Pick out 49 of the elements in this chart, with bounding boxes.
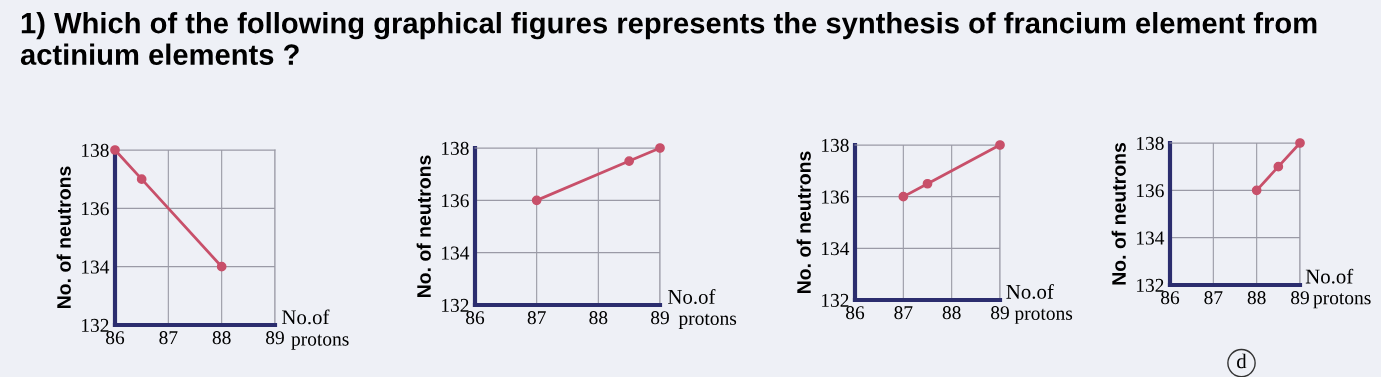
point	[1295, 138, 1305, 148]
x-tick-label: 88	[212, 331, 231, 345]
y-axis-title: No. of neutrons	[56, 166, 71, 309]
y-axis-title: No. of neutrons	[416, 155, 431, 298]
y-tick-label: 134	[81, 260, 110, 274]
x-tick-label: 86	[846, 306, 865, 320]
y-tick-label: 136	[81, 202, 109, 216]
x-tick-label: 87	[527, 311, 546, 325]
x-tick-label: 87	[159, 331, 178, 345]
y-tick-label: 132	[81, 318, 109, 332]
y-tick-label: 138	[81, 143, 109, 157]
x-tick-label: 88	[942, 306, 961, 320]
y-tick-label: 134	[1136, 231, 1165, 245]
x-tick-label: 88	[1247, 291, 1266, 305]
y-tick-label: 138	[821, 138, 849, 152]
x-tick-label: 86	[466, 311, 485, 325]
point	[624, 156, 635, 166]
point	[655, 143, 665, 153]
y-tick-label: 134	[441, 246, 470, 260]
x-tick-label: 87	[894, 306, 913, 320]
point	[136, 174, 147, 185]
point	[1251, 185, 1262, 196]
x-tick-label: 87	[1204, 291, 1223, 305]
x-tick-label: 86	[106, 331, 125, 345]
y-tick-label: 134	[821, 242, 850, 256]
text: d	[1237, 353, 1247, 369]
point	[110, 145, 120, 155]
y-tick-label: 132	[441, 298, 469, 312]
y-tick-label: 138	[1136, 136, 1164, 150]
point	[995, 140, 1005, 150]
x-tick-label: 89	[266, 331, 284, 345]
point	[1273, 161, 1284, 172]
point	[922, 178, 933, 189]
x-tick-label: 86	[1161, 291, 1180, 305]
y-tick-label: 138	[441, 141, 469, 155]
y-tick-label: 136	[821, 190, 849, 204]
x-axis-title: No.of protons	[668, 289, 737, 329]
y-tick-label: 136	[441, 194, 469, 208]
y-tick-label: 136	[1136, 184, 1164, 198]
point	[216, 261, 227, 272]
x-tick-label: 88	[589, 311, 608, 325]
y-axis-title: No. of neutrons	[1111, 142, 1126, 285]
point	[531, 195, 542, 206]
text: 1) Which of the following graphical figures represents the synthesis of francium element from actinium elements ?	[20, 12, 1317, 65]
y-tick-label: 132	[1136, 278, 1164, 292]
y-axis-title: No. of neutrons	[796, 151, 811, 294]
y-tick-label: 132	[821, 293, 849, 307]
x-tick-label: 89	[651, 311, 669, 325]
point	[898, 191, 909, 202]
